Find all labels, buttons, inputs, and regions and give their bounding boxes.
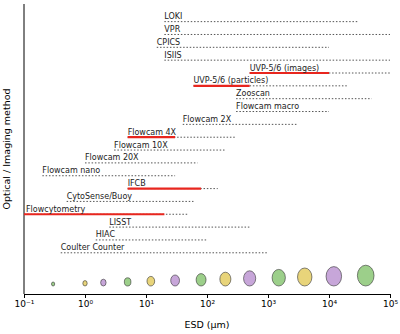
x-tick: 10⁴ [322, 294, 337, 309]
organism-icon [147, 276, 155, 286]
x-tick-label: 10⁰ [78, 299, 93, 309]
y-axis-line [24, 4, 25, 294]
x-tick-mark [390, 294, 391, 298]
x-tick: 10² [200, 294, 215, 309]
x-tick-mark [85, 294, 86, 298]
x-tick-mark [207, 294, 208, 298]
organism-icon [244, 271, 256, 286]
range-line [236, 111, 329, 112]
x-tick: 10⁻¹ [15, 294, 35, 309]
category-label: Zooscan [236, 89, 270, 98]
x-tick-label: 10⁴ [322, 299, 337, 309]
chart: 10⁻¹ 10⁰ 10¹ 10² 10³ 10⁴ 10⁵ LOKI VPR CPICS ISIIS U… [0, 0, 400, 334]
range-line [42, 175, 175, 176]
range-line [128, 137, 236, 138]
category-labels: LOKI VPR CPICS ISIIS UVP-5/6 (images) UVP-5/6… [26, 12, 319, 252]
range-line [67, 201, 194, 202]
x-tick-mark [268, 294, 269, 298]
organism-icons [52, 265, 375, 286]
x-tick-mark [146, 294, 147, 298]
x-axis-line [25, 295, 391, 299]
x-axis: 10⁻¹ 10⁰ 10¹ 10² 10³ 10⁴ 10⁵ [15, 294, 399, 309]
x-tick-mark [329, 294, 330, 298]
range-line [109, 227, 249, 228]
x-tick-label: 10⁻¹ [15, 299, 35, 309]
organism-icon [357, 265, 374, 286]
category-label: LISST [109, 218, 131, 227]
category-label: ISIIS [164, 51, 181, 60]
organism-icon [171, 275, 180, 286]
range-line [24, 214, 189, 215]
category-label: IFCB [128, 179, 146, 188]
range-line [164, 21, 358, 22]
organism-icon [101, 279, 106, 286]
organism-icon [272, 269, 285, 286]
organism-icon [52, 282, 55, 286]
y-axis-title: Optical / Imaging method [1, 88, 12, 209]
x-tick-label: 10³ [261, 299, 276, 309]
category-label: Flowcam 4X [128, 128, 177, 137]
x-axis-title: ESD (µm) [184, 319, 229, 330]
category-label: Flowcam nano [42, 166, 100, 175]
organism-icon [326, 267, 342, 286]
marks [24, 22, 390, 253]
category-label: Flowcam 2X [183, 115, 232, 124]
range-line [61, 252, 268, 253]
range-line [128, 188, 218, 189]
category-label: CytoSense/Buoy [67, 192, 133, 201]
range-line [114, 150, 225, 151]
category-label: Flowcytometry [26, 205, 86, 214]
range-line [164, 34, 390, 35]
range-line [193, 85, 347, 86]
x-tick-label: 10⁵ [383, 299, 398, 309]
range-line [236, 98, 372, 99]
category-label: Flowcam macro [236, 102, 299, 111]
category-label: Flowcam 20X [85, 153, 139, 162]
organism-icon [124, 278, 131, 286]
category-label: Flowcam 10X [114, 141, 168, 150]
category-label: Coulter Counter [61, 243, 125, 252]
category-label: VPR [164, 25, 180, 34]
range-line [157, 47, 329, 48]
x-tick-label: 10² [200, 299, 215, 309]
range-line [85, 162, 198, 163]
category-label: UVP-5/6 (particles) [193, 76, 268, 85]
x-tick-label: 10¹ [139, 299, 154, 309]
organism-icon [83, 281, 87, 286]
x-tick: 10⁰ [78, 294, 93, 309]
range-line [250, 73, 390, 74]
category-label: CPICS [157, 38, 180, 47]
category-label: UVP-5/6 (images) [250, 64, 320, 73]
organism-icon [298, 268, 312, 286]
category-label: LOKI [164, 12, 182, 21]
x-tick: 10⁵ [383, 294, 398, 309]
category-label: HIAC [96, 230, 116, 239]
organism-icon [220, 272, 231, 286]
organism-icon [196, 274, 206, 286]
x-tick-mark [24, 294, 25, 298]
x-tick: 10³ [261, 294, 276, 309]
x-tick: 10¹ [139, 294, 154, 309]
range-line [96, 239, 207, 240]
range-line [183, 124, 297, 125]
range-line [164, 60, 390, 61]
